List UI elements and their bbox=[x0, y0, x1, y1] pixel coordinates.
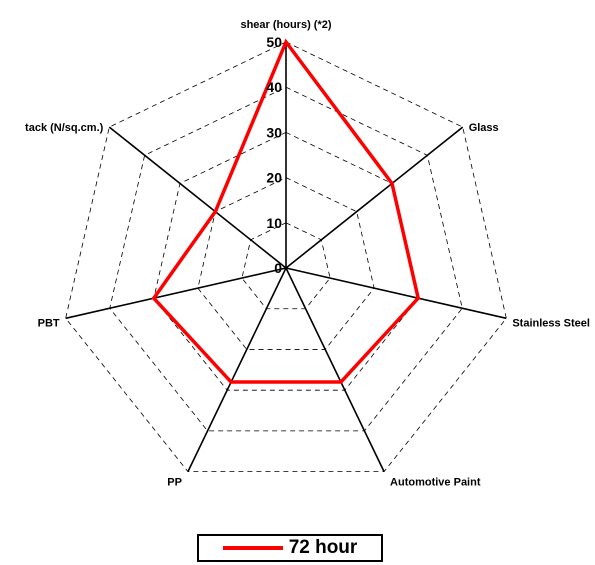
grid-ring-20 bbox=[197, 177, 375, 350]
legend-label-72-hour: 72 hour bbox=[288, 537, 358, 558]
axis-label-0: shear (hours) (*2) bbox=[240, 19, 331, 31]
axis-label-1: Glass bbox=[469, 122, 499, 134]
axis-spoke-6 bbox=[108, 126, 287, 269]
tick-labels: 0 10 20 30 40 50 bbox=[266, 34, 282, 276]
axis-spoke-4 bbox=[187, 267, 287, 472]
grid-ring-50 bbox=[65, 41, 507, 473]
radar-chart: 0 10 20 30 40 50 shear (hours) (*2) Glass Stain… bbox=[25, 19, 590, 489]
series-line-0 bbox=[151, 38, 421, 384]
axis-spoke-5 bbox=[65, 267, 287, 320]
axis-spokes bbox=[65, 42, 507, 472]
tick-label-0: 0 bbox=[274, 260, 282, 276]
tick-label-40: 40 bbox=[266, 79, 282, 95]
tick-label-50: 50 bbox=[266, 34, 282, 50]
axis-spoke-1 bbox=[285, 126, 464, 269]
tick-label-20: 20 bbox=[266, 170, 282, 186]
axis-label-2: Stainless Steel bbox=[512, 317, 590, 329]
grid-ring-10 bbox=[241, 222, 331, 310]
axis-labels: shear (hours) (*2) Glass Stainless Steel Au… bbox=[25, 19, 590, 489]
series-layer bbox=[151, 38, 421, 384]
axis-label-4: PP bbox=[167, 477, 182, 489]
axis-spoke-2 bbox=[285, 267, 507, 320]
axis-spoke-3 bbox=[285, 267, 385, 472]
grid-ring-40 bbox=[109, 86, 463, 432]
axis-label-3: Automotive Paint bbox=[390, 477, 481, 489]
tick-label-10: 10 bbox=[266, 215, 282, 231]
legend-swatch-72-hour bbox=[222, 546, 283, 550]
tick-label-30: 30 bbox=[266, 124, 282, 140]
axis-label-6: tack (N/sq.cm.) bbox=[25, 122, 104, 134]
legend: 72 hour bbox=[197, 534, 383, 562]
axis-label-5: PBT bbox=[38, 317, 60, 329]
